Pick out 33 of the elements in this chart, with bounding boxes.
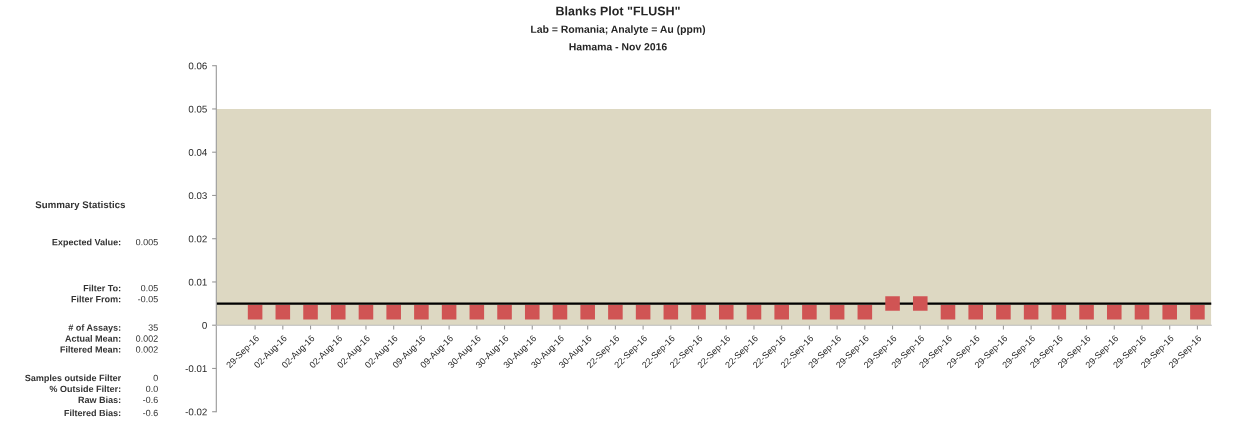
text: Raw Bias: <box>78 396 121 404</box>
y-tick-label: 0 <box>202 321 207 329</box>
text: -0.6 <box>143 409 158 417</box>
text: 0.005 <box>135 238 158 246</box>
text: 0.05 <box>140 284 158 292</box>
y-tick-label: 0.01 <box>188 278 207 286</box>
chart-subtitle: Lab = Romania; Analyte = Au (ppm) <box>531 25 706 36</box>
text: 0.002 <box>135 335 158 342</box>
text: Filtered Mean: <box>60 346 121 353</box>
chart-title: Blanks Plot "FLUSH" <box>556 6 680 16</box>
y-tick-label: 0.06 <box>188 62 207 70</box>
text: % Outside Filter: <box>49 385 121 393</box>
text: -0.05 <box>138 295 158 303</box>
text: Summary Statistics <box>35 201 126 211</box>
text: Expected Value: <box>52 238 121 248</box>
y-tick-label: 0.04 <box>188 148 207 156</box>
y-tick-label: 0.02 <box>188 235 207 243</box>
y-tick-label: -0.02 <box>185 408 207 416</box>
y-tick-label: 0.03 <box>188 192 207 200</box>
text: Filter To: <box>83 284 121 292</box>
text: 0.002 <box>135 346 158 353</box>
text: Actual Mean: <box>65 335 121 342</box>
text: 0.0 <box>146 385 158 393</box>
text: Filtered Bias: <box>64 409 121 417</box>
text: Hamama - Nov 2016 <box>569 43 667 51</box>
text: Samples outside Filter <box>25 374 121 383</box>
text: 35 <box>148 324 158 331</box>
text: # of Assays: <box>68 324 121 333</box>
text: -0.6 <box>143 396 158 404</box>
y-tick-label: -0.01 <box>185 365 207 373</box>
y-tick-label: 0.05 <box>188 105 207 113</box>
text: 0 <box>153 374 158 382</box>
text: Filter From: <box>71 295 121 303</box>
